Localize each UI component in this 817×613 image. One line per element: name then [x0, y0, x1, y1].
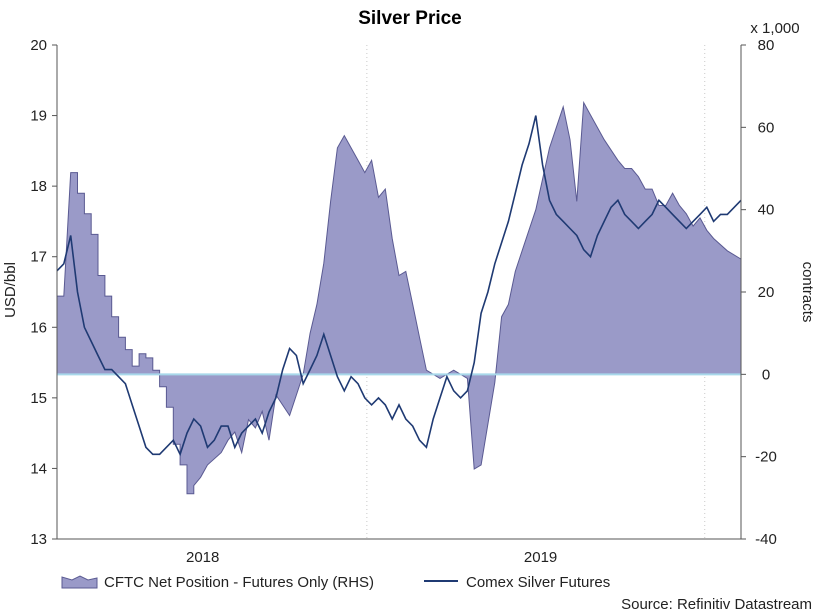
- left-tick-label-2: 15: [30, 390, 47, 407]
- left-tick-label-1: 14: [30, 460, 47, 477]
- left-axis-label: USD/bbl: [2, 262, 19, 318]
- legend-area-swatch: [61, 575, 98, 589]
- left-tick-label-7: 20: [30, 37, 47, 54]
- right-tick-label-2: 0: [762, 366, 770, 383]
- left-tick-label-3: 16: [30, 319, 47, 336]
- x-axis-ticks: 2018 2019: [186, 549, 557, 566]
- x-tick-label-1: 2019: [524, 549, 557, 566]
- left-tick-label-6: 19: [30, 108, 47, 125]
- cftc-area-layer: [56, 100, 742, 495]
- right-tick-label-1: -20: [755, 449, 777, 466]
- right-axis-multiplier: x 1,000: [750, 20, 799, 37]
- right-tick-label-0: -40: [755, 531, 777, 548]
- source-note: Source: Refinitiv Datastream: [621, 596, 812, 613]
- left-tick-label-0: 13: [30, 531, 47, 548]
- right-tick-label-3: 20: [758, 284, 775, 301]
- left-axis-ticks: 13 14 15 16 17 18 19 20: [30, 37, 57, 548]
- cftc-net-position-area: [56, 100, 742, 495]
- right-tick-label-5: 60: [758, 119, 775, 136]
- legend-area-label: CFTC Net Position - Futures Only (RHS): [104, 574, 374, 591]
- chart-title: Silver Price: [358, 8, 462, 29]
- comex-silver-line: [56, 115, 742, 457]
- silver-line-layer: [56, 115, 742, 457]
- left-tick-label-5: 18: [30, 178, 47, 195]
- x-tick-label-0: 2018: [186, 549, 219, 566]
- right-axis-label: contracts: [799, 262, 816, 323]
- right-tick-label-6: 80: [758, 37, 775, 54]
- left-tick-label-4: 17: [30, 249, 47, 266]
- legend-line-label: Comex Silver Futures: [466, 574, 610, 591]
- legend: CFTC Net Position - Futures Only (RHS) C…: [61, 574, 610, 591]
- right-tick-label-4: 40: [758, 202, 775, 219]
- right-axis-ticks: -40 -20 0 20 40 60 80: [741, 37, 777, 548]
